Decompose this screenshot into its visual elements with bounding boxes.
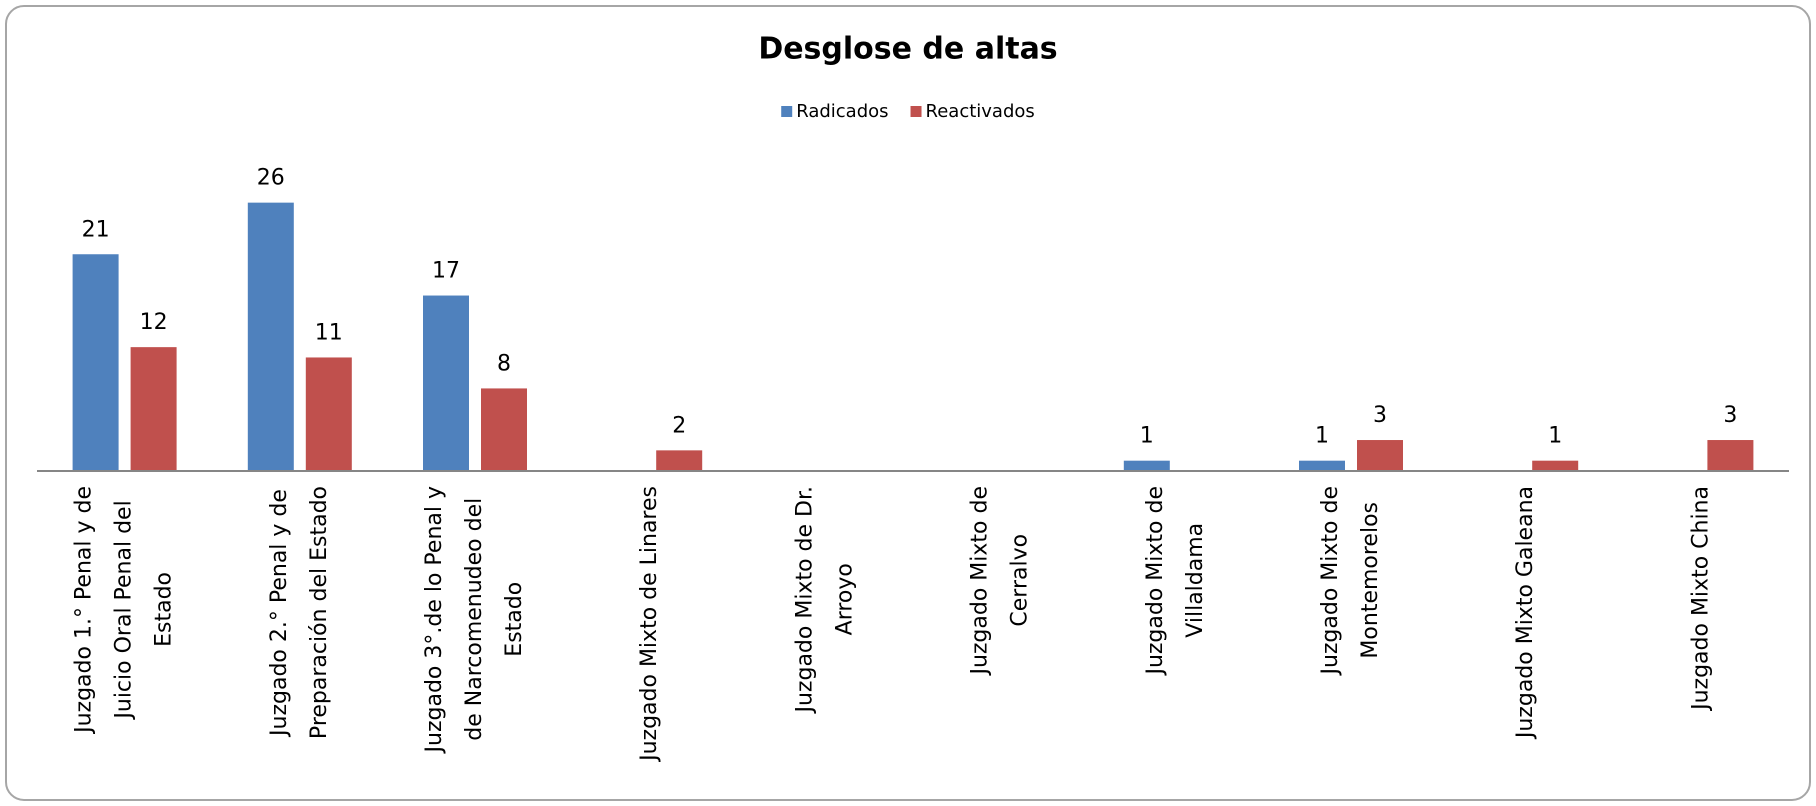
value-label: 26 [257,166,285,191]
bar [1532,460,1579,471]
x-tick-label: Juzgado Mixto Galeana [1513,486,1538,740]
value-label: 11 [315,320,343,345]
value-label: 1 [1315,424,1329,449]
bar [481,388,527,471]
bar [305,357,352,471]
value-label: 1 [1140,424,1154,449]
bar [130,347,177,471]
value-label: 17 [432,259,460,284]
x-tick-label: Juzgado 1.° Penal y de Juicio Oral Penal … [72,486,177,735]
value-label: 2 [672,413,686,438]
legend-label: Reactivados [926,101,1035,122]
legend-swatch [781,106,793,117]
bar [1357,440,1403,471]
legend-label: Radicados [796,101,888,122]
value-label: 3 [1373,403,1387,428]
bar [1299,460,1345,471]
x-tick-label: Juzgado Mixto de Linares [637,486,662,763]
value-label: 8 [497,351,511,376]
bar [72,254,119,471]
x-tick-label: Juzgado Mixto de Montemorelos [1318,486,1383,677]
bar [1707,440,1754,471]
x-tick-label: Juzgado 2.° Penal y de Preparación del Es… [267,486,332,739]
bar [423,295,469,471]
chart-border [5,5,1811,801]
value-label: 1 [1548,424,1562,449]
chart-title: Desglose de altas [758,32,1057,67]
value-label: 3 [1723,403,1737,428]
x-tick-label: Juzgado Mixto de Cerralvo [968,486,1033,677]
value-label: 12 [140,310,168,335]
x-tick-label: Juzgado Mixto de Villaldama [1143,486,1208,677]
value-label: 21 [82,217,110,242]
x-tick-label: Juzgado Mixto China [1688,486,1713,712]
legend-swatch [910,106,922,117]
bar [1123,460,1170,471]
x-tick-label: Juzgado 3°.de lo Penal y de Narcomenudeo … [422,486,527,754]
bar [247,202,294,471]
bar [656,450,703,471]
x-tick-label: Juzgado Mixto de Dr. Arroyo [792,486,857,715]
